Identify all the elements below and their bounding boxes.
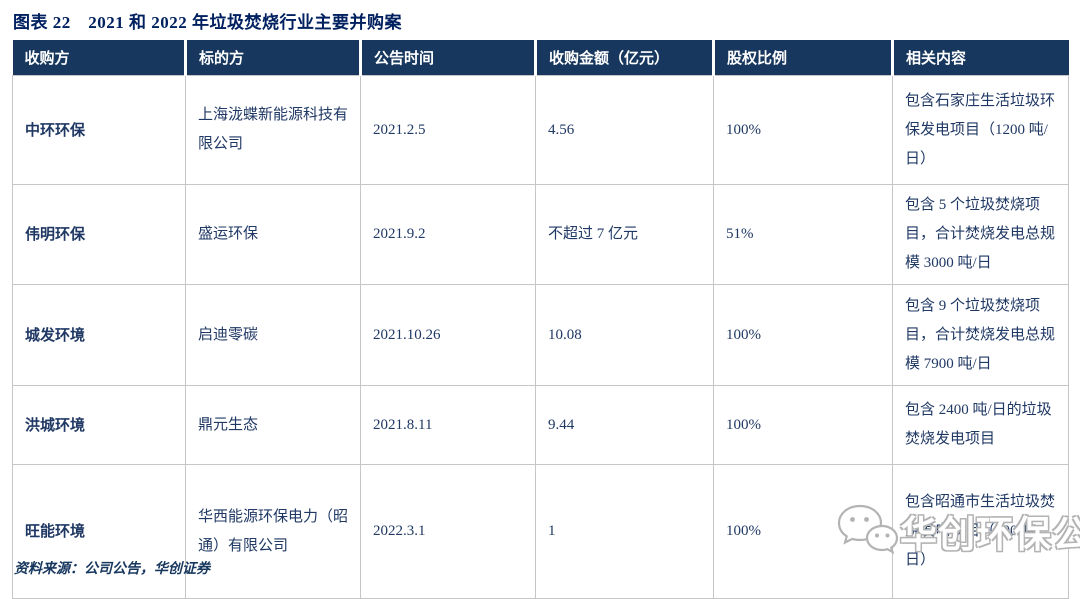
cell-target: 启迪零碳 (185, 284, 361, 386)
table-row: 旺能环境 华西能源环保电力（昭通）有限公司 2022.3.1 1 100% 包含… (12, 464, 1069, 599)
cell-equity-ratio: 100% (713, 385, 893, 465)
mna-table: 收购方 标的方 公告时间 收购金额（亿元） 股权比例 相关内容 中环环保 上海泷… (12, 40, 1069, 599)
watermark: 华创环保公用 (836, 500, 1080, 561)
header-amount: 收购金额（亿元） (535, 40, 715, 76)
cell-acquirer: 洪城环境 (12, 385, 186, 465)
cell-details: 包含昭通市生活垃圾焚烧发电项目（800 吨/日） (892, 464, 1069, 599)
cell-equity-ratio: 100% (713, 284, 893, 386)
cell-announce-date: 2022.3.1 (360, 464, 536, 599)
cell-announce-date: 2021.10.26 (360, 284, 536, 386)
cell-acquirer: 旺能环境 (12, 464, 186, 599)
table-row: 伟明环保 盛运环保 2021.9.2 不超过 7 亿元 51% 包含 5 个垃圾… (12, 184, 1069, 285)
cell-amount: 1 (535, 464, 714, 599)
cell-amount: 10.08 (535, 284, 714, 386)
cell-equity-ratio: 51% (713, 184, 893, 285)
table-row: 中环环保 上海泷蝶新能源科技有限公司 2021.2.5 4.56 100% 包含… (12, 75, 1069, 185)
cell-announce-date: 2021.8.11 (360, 385, 536, 465)
cell-target: 华西能源环保电力（昭通）有限公司 (185, 464, 361, 599)
cell-details: 包含 2400 吨/日的垃圾焚烧发电项目 (892, 385, 1069, 465)
cell-amount: 不超过 7 亿元 (535, 184, 714, 285)
header-target: 标的方 (185, 40, 362, 76)
header-acquirer: 收购方 (12, 40, 187, 76)
source-note: 资料来源：公司公告，华创证券 (14, 562, 210, 577)
cell-amount: 9.44 (535, 385, 714, 465)
figure-title: 图表 22 2021 和 2022 年垃圾焚烧行业主要并购案 (13, 13, 402, 32)
table-row: 城发环境 启迪零碳 2021.10.26 10.08 100% 包含 9 个垃圾… (12, 284, 1069, 386)
cell-amount: 4.56 (535, 75, 714, 185)
cell-details: 包含石家庄生活垃圾环保发电项目（1200 吨/日） (892, 75, 1069, 185)
watermark-label: 华创环保公用 (900, 513, 1080, 555)
cell-acquirer: 城发环境 (12, 284, 186, 386)
cell-acquirer: 伟明环保 (12, 184, 186, 285)
cell-announce-date: 2021.2.5 (360, 75, 536, 185)
cell-details: 包含 9 个垃圾焚烧项目，合计焚烧发电总规模 7900 吨/日 (892, 284, 1069, 386)
cell-target: 鼎元生态 (185, 385, 361, 465)
cell-equity-ratio: 100% (713, 75, 893, 185)
table-row: 洪城环境 鼎元生态 2021.8.11 9.44 100% 包含 2400 吨/… (12, 385, 1069, 465)
table-header-row: 收购方 标的方 公告时间 收购金额（亿元） 股权比例 相关内容 (12, 40, 1069, 76)
header-details: 相关内容 (892, 40, 1069, 76)
header-announce-date: 公告时间 (360, 40, 537, 76)
header-equity-ratio: 股权比例 (713, 40, 894, 76)
wechat-icon (836, 500, 899, 561)
cell-details: 包含 5 个垃圾焚烧项目，合计焚烧发电总规模 3000 吨/日 (892, 184, 1069, 285)
cell-acquirer: 中环环保 (12, 75, 186, 185)
cell-target: 上海泷蝶新能源科技有限公司 (185, 75, 361, 185)
cell-announce-date: 2021.9.2 (360, 184, 536, 285)
cell-target: 盛运环保 (185, 184, 361, 285)
